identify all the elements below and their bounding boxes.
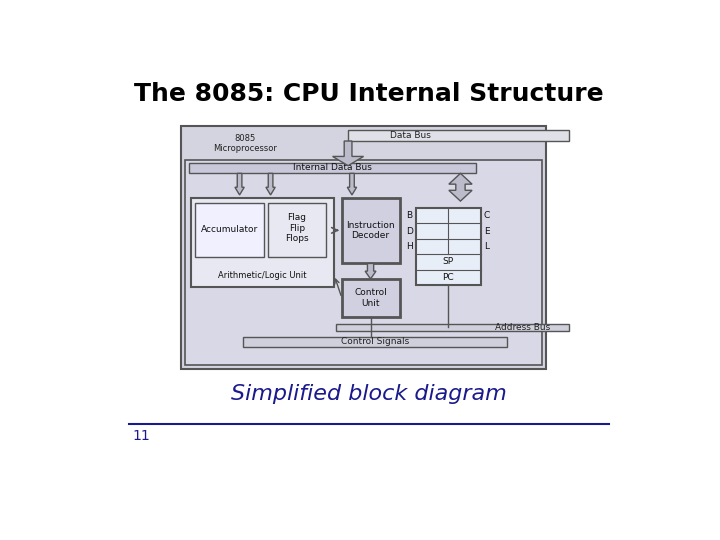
Text: Address Bus: Address Bus [495, 323, 550, 332]
Polygon shape [235, 173, 244, 195]
Text: Internal Data Bus: Internal Data Bus [293, 164, 372, 172]
Bar [185, 159, 542, 365]
Bar [191, 198, 334, 287]
Polygon shape [449, 173, 472, 201]
Text: L: L [485, 242, 490, 251]
Text: C: C [484, 211, 490, 220]
Bar [342, 279, 400, 318]
Polygon shape [347, 173, 356, 195]
Bar [336, 323, 569, 331]
Text: Control
Unit: Control Unit [354, 288, 387, 308]
Bar [189, 164, 476, 173]
Text: Simplified block diagram: Simplified block diagram [231, 384, 507, 404]
Text: PC: PC [442, 273, 454, 282]
Text: D: D [406, 227, 413, 235]
Bar [181, 126, 546, 369]
Text: 11: 11 [132, 429, 150, 443]
Text: The 8085: CPU Internal Structure: The 8085: CPU Internal Structure [134, 82, 604, 106]
Text: Arithmetic/Logic Unit: Arithmetic/Logic Unit [218, 271, 306, 280]
Text: 8085
Microprocessor: 8085 Microprocessor [213, 133, 277, 153]
Bar [348, 130, 569, 141]
Polygon shape [266, 173, 275, 195]
Bar [415, 208, 481, 285]
Polygon shape [365, 264, 376, 279]
Text: Control Signals: Control Signals [341, 338, 410, 347]
Text: Flag
Flip
Flops: Flag Flip Flops [285, 213, 309, 243]
Text: H: H [406, 242, 413, 251]
Text: B: B [406, 211, 413, 220]
Bar [195, 202, 264, 256]
Text: Instruction
Decoder: Instruction Decoder [346, 221, 395, 240]
Text: Accumulator: Accumulator [201, 225, 258, 234]
Bar [269, 202, 326, 256]
Text: SP: SP [443, 258, 454, 266]
Polygon shape [333, 141, 364, 166]
Text: E: E [484, 227, 490, 235]
Bar [243, 338, 507, 347]
Text: Data Bus: Data Bus [390, 131, 431, 140]
Bar [342, 198, 400, 264]
